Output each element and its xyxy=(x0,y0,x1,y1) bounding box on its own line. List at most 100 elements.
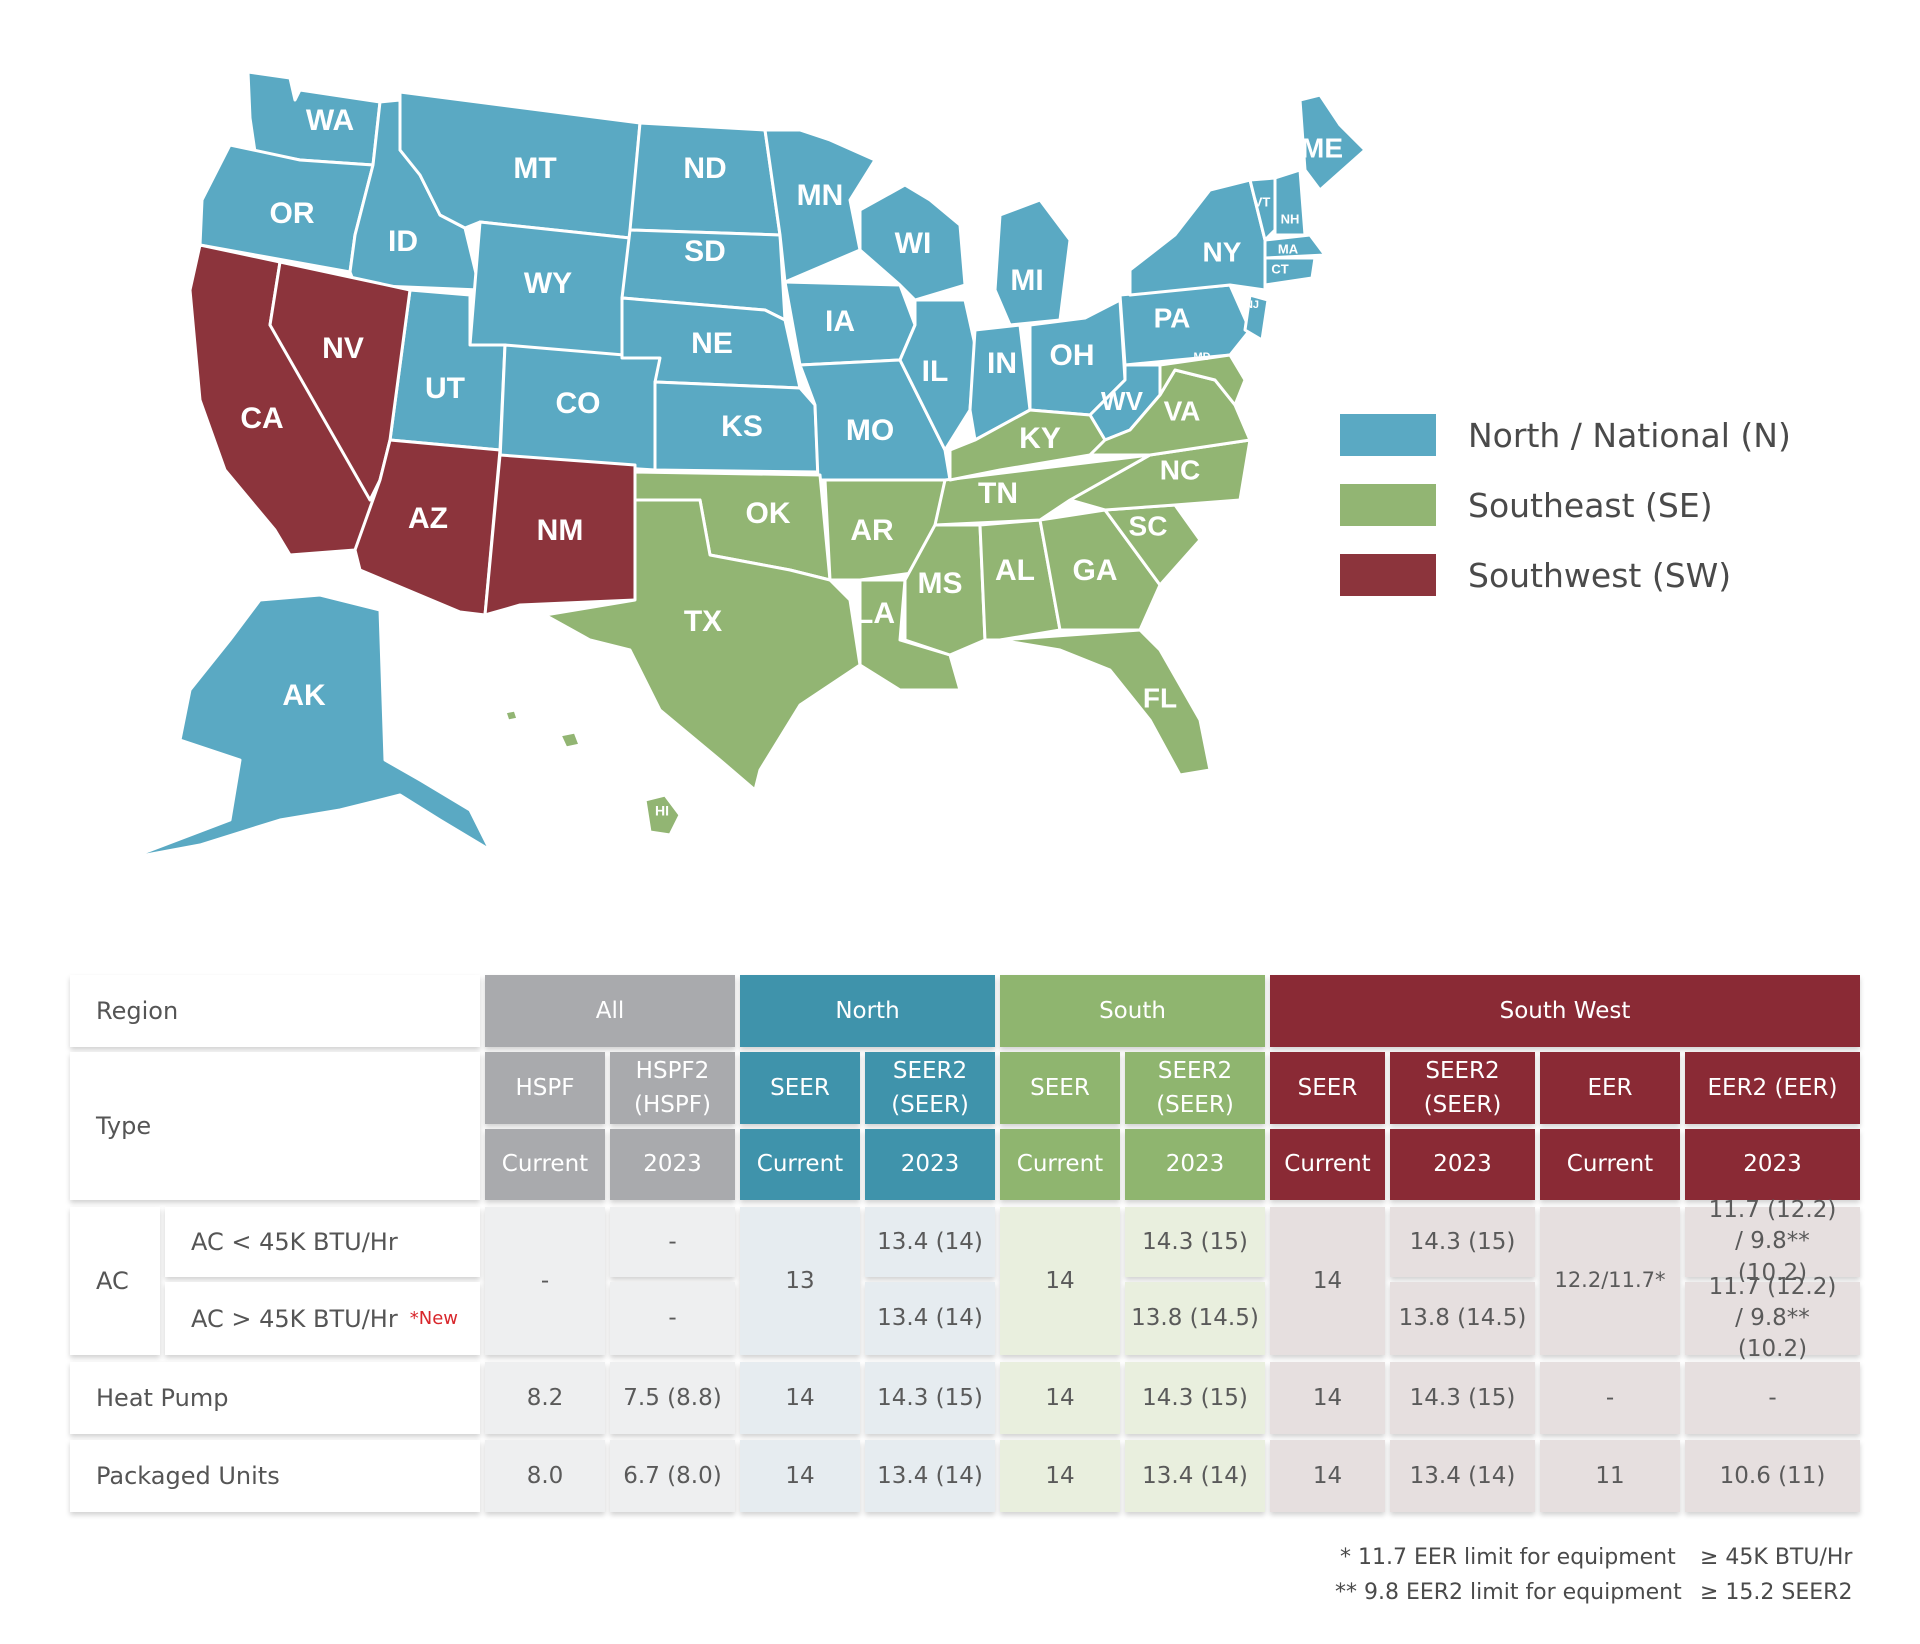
region-southwest: South West xyxy=(1270,975,1860,1047)
label-ks: KS xyxy=(721,410,763,443)
cell-hp-sw-eer: - xyxy=(1540,1362,1680,1434)
label-mi: MI xyxy=(1010,264,1043,297)
type-header-label: Type xyxy=(70,1052,480,1200)
row-label-ac-large: AC > 45K BTU/Hr *New xyxy=(165,1282,480,1355)
cell-ac-small-south-seer2: 14.3 (15) xyxy=(1125,1207,1265,1277)
cell-pu-north-seer2: 13.4 (14) xyxy=(865,1440,995,1512)
legend-label-north: North / National (N) xyxy=(1468,415,1791,455)
label-or: OR xyxy=(270,197,315,230)
footnote-1-value: ≥ 45K BTU/Hr xyxy=(1700,1545,1853,1570)
state-tx xyxy=(543,498,862,792)
cell-ac-large-hspf2: - xyxy=(610,1282,735,1355)
label-pa: PA xyxy=(1154,302,1191,333)
label-nc: NC xyxy=(1160,454,1200,485)
label-al: AL xyxy=(995,554,1035,587)
us-region-map: WA OR CA NV ID MT WY UT CO AZ NM ND SD N… xyxy=(128,70,1367,860)
state-hi-islands-2 xyxy=(503,708,520,723)
legend-item-north: North / National (N) xyxy=(1340,400,1791,470)
cell-pu-sw-seer: 14 xyxy=(1270,1440,1385,1512)
label-ok: OK xyxy=(746,497,791,530)
label-in: IN xyxy=(987,347,1017,380)
label-va: VA xyxy=(1164,395,1201,426)
legend-swatch-southwest xyxy=(1340,554,1436,596)
state-nm xyxy=(483,453,637,617)
type-hspf: HSPF xyxy=(485,1052,605,1124)
cell-pu-sw-seer2: 13.4 (14) xyxy=(1390,1440,1535,1512)
label-wv: WV xyxy=(1101,386,1144,416)
label-ne: NE xyxy=(691,327,733,360)
cell-pu-north-seer: 14 xyxy=(740,1440,860,1512)
type-south-seer2: SEER2 (SEER) xyxy=(1125,1052,1265,1124)
cell-ac-hspf: - xyxy=(485,1207,605,1355)
legend-item-southwest: Southwest (SW) xyxy=(1340,540,1791,610)
cell-ac-large-sw-seer2: 13.8 (14.5) xyxy=(1390,1282,1535,1355)
new-tag: *New xyxy=(409,1308,458,1329)
label-la: LA xyxy=(855,597,895,630)
type-south-seer: SEER xyxy=(1000,1052,1120,1124)
row-label-packaged-units: Packaged Units xyxy=(70,1440,480,1512)
cell-ac-sw-eer: 12.2/11.7* xyxy=(1540,1207,1680,1355)
label-tx: TX xyxy=(684,605,722,638)
label-ut: UT xyxy=(425,372,465,405)
cell-hp-north-seer: 14 xyxy=(740,1362,860,1434)
type-sw-seer: SEER xyxy=(1270,1052,1385,1124)
type-sw-eer2: EER2 (EER) xyxy=(1685,1052,1860,1124)
label-wi: WI xyxy=(895,227,932,260)
label-wa: WA xyxy=(306,104,354,137)
label-sd: SD xyxy=(684,235,726,268)
type-sw-seer2: SEER2 (SEER) xyxy=(1390,1052,1535,1124)
label-az: AZ xyxy=(408,502,448,535)
cell-ac-south-seer: 14 xyxy=(1000,1207,1120,1355)
cell-hp-south-seer2: 14.3 (15) xyxy=(1125,1362,1265,1434)
cell-ac-sw-seer: 14 xyxy=(1270,1207,1385,1355)
row-label-ac-small: AC < 45K BTU/Hr xyxy=(165,1207,480,1277)
type-north-seer2: SEER2 (SEER) xyxy=(865,1052,995,1124)
year-sw-seer2-2023: 2023 xyxy=(1390,1129,1535,1200)
state-ny xyxy=(1128,178,1267,297)
label-nd: ND xyxy=(683,152,726,185)
cell-pu-sw-eer: 11 xyxy=(1540,1440,1680,1512)
map-legend: North / National (N) Southeast (SE) Sout… xyxy=(1340,400,1791,610)
state-fl xyxy=(998,628,1212,777)
year-sw-eer2-2023: 2023 xyxy=(1685,1129,1860,1200)
cell-ac-small-north-seer2: 13.4 (14) xyxy=(865,1207,995,1277)
cell-ac-large-south-seer2: 13.8 (14.5) xyxy=(1125,1282,1265,1355)
cell-hp-sw-seer2: 14.3 (15) xyxy=(1390,1362,1535,1434)
year-south-seer2-2023: 2023 xyxy=(1125,1129,1265,1200)
label-nm: NM xyxy=(537,514,584,547)
legend-label-southwest: Southwest (SW) xyxy=(1468,555,1732,595)
label-sc: SC xyxy=(1129,510,1168,541)
label-ct: CT xyxy=(1271,261,1288,276)
cell-pu-hspf: 8.0 xyxy=(485,1440,605,1512)
label-ar: AR xyxy=(850,514,894,547)
year-north-seer-current: Current xyxy=(740,1129,860,1200)
label-md: MD xyxy=(1193,351,1210,363)
label-co: CO xyxy=(556,387,601,420)
region-all: All xyxy=(485,975,735,1047)
state-nj xyxy=(1243,293,1270,342)
row-label-heat-pump: Heat Pump xyxy=(70,1362,480,1434)
label-id: ID xyxy=(388,225,418,258)
cell-ac-small-sw-eer2: 11.7 (12.2) / 9.8** (10.2) xyxy=(1685,1197,1860,1286)
cell-ac-north-seer: 13 xyxy=(740,1207,860,1355)
footnote-2-text: ** 9.8 EER2 limit for equipment xyxy=(1335,1580,1682,1605)
cell-ac-large-sw-eer2: 11.7 (12.2) / 9.8** (10.2) xyxy=(1685,1274,1860,1362)
legend-item-southeast: Southeast (SE) xyxy=(1340,470,1791,540)
cell-hp-sw-seer: 14 xyxy=(1270,1362,1385,1434)
region-header-label: Region xyxy=(70,975,480,1047)
type-hspf2: HSPF2 (HSPF) xyxy=(610,1052,735,1124)
row-label-ac-large-text: AC > 45K BTU/Hr xyxy=(191,1304,398,1333)
label-ky: KY xyxy=(1019,422,1061,455)
label-tn: TN xyxy=(978,477,1018,510)
label-hi: HI xyxy=(655,803,669,819)
state-ga xyxy=(1038,508,1162,632)
footnote-2-value: ≥ 15.2 SEER2 xyxy=(1700,1580,1853,1605)
cell-ac-large-north-seer2: 13.4 (14) xyxy=(865,1282,995,1355)
year-south-seer-current: Current xyxy=(1000,1129,1120,1200)
legend-swatch-southeast xyxy=(1340,484,1436,526)
label-ca: CA xyxy=(240,402,283,435)
row-label-ac: AC xyxy=(70,1207,160,1355)
state-ma xyxy=(1263,233,1327,260)
state-wi xyxy=(858,183,967,302)
